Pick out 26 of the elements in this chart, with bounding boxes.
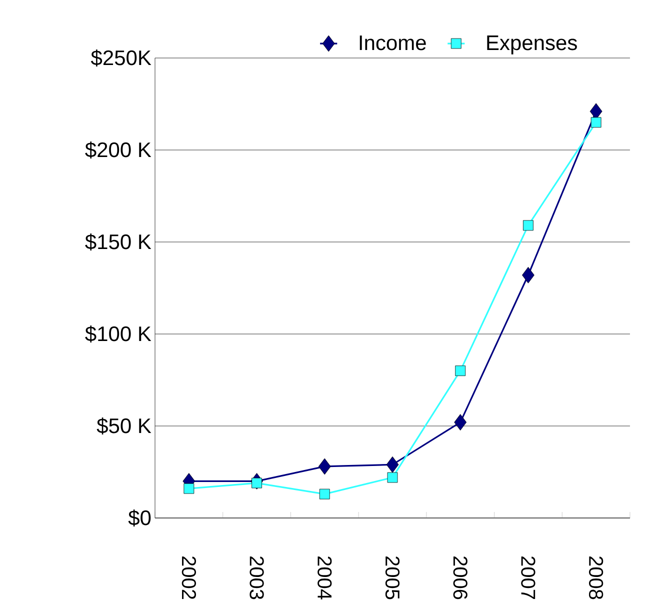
point (522, 266, 534, 284)
point (590, 117, 602, 128)
x-tick-label: 2006 (453, 556, 468, 600)
y-tick-label: $50 K (96, 417, 152, 434)
x-tick-label: 2002 (182, 556, 196, 599)
point (319, 488, 330, 500)
y-tick-label: $0 (128, 509, 151, 526)
point (252, 478, 262, 488)
x-tick-label: 2004 (318, 556, 332, 600)
x-tick-label: 2003 (250, 556, 264, 600)
point (318, 458, 331, 475)
point (523, 220, 534, 231)
x-tick-label: 2007 (521, 556, 536, 599)
legend-label: Expenses (487, 36, 577, 54)
point (455, 366, 466, 376)
y-tick-label: $100 K (85, 325, 152, 342)
point (454, 414, 467, 431)
x-tick-label: 2005 (385, 556, 400, 600)
point (184, 483, 194, 494)
x-tick-label: 2008 (588, 556, 604, 600)
y-tick-label: $200 K (85, 141, 152, 158)
point (387, 472, 398, 483)
legend-label: Income (360, 36, 426, 50)
y-tick-label: $150 K (85, 233, 152, 250)
point (386, 456, 399, 473)
y-tick-label: $250K (90, 50, 152, 66)
